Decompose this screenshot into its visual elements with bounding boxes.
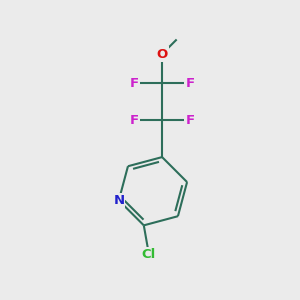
Text: N: N — [113, 194, 124, 207]
Text: F: F — [130, 114, 139, 127]
Text: O: O — [157, 47, 168, 61]
Text: F: F — [185, 114, 195, 127]
Text: F: F — [185, 77, 195, 90]
Text: Cl: Cl — [142, 248, 156, 261]
Text: F: F — [130, 77, 139, 90]
